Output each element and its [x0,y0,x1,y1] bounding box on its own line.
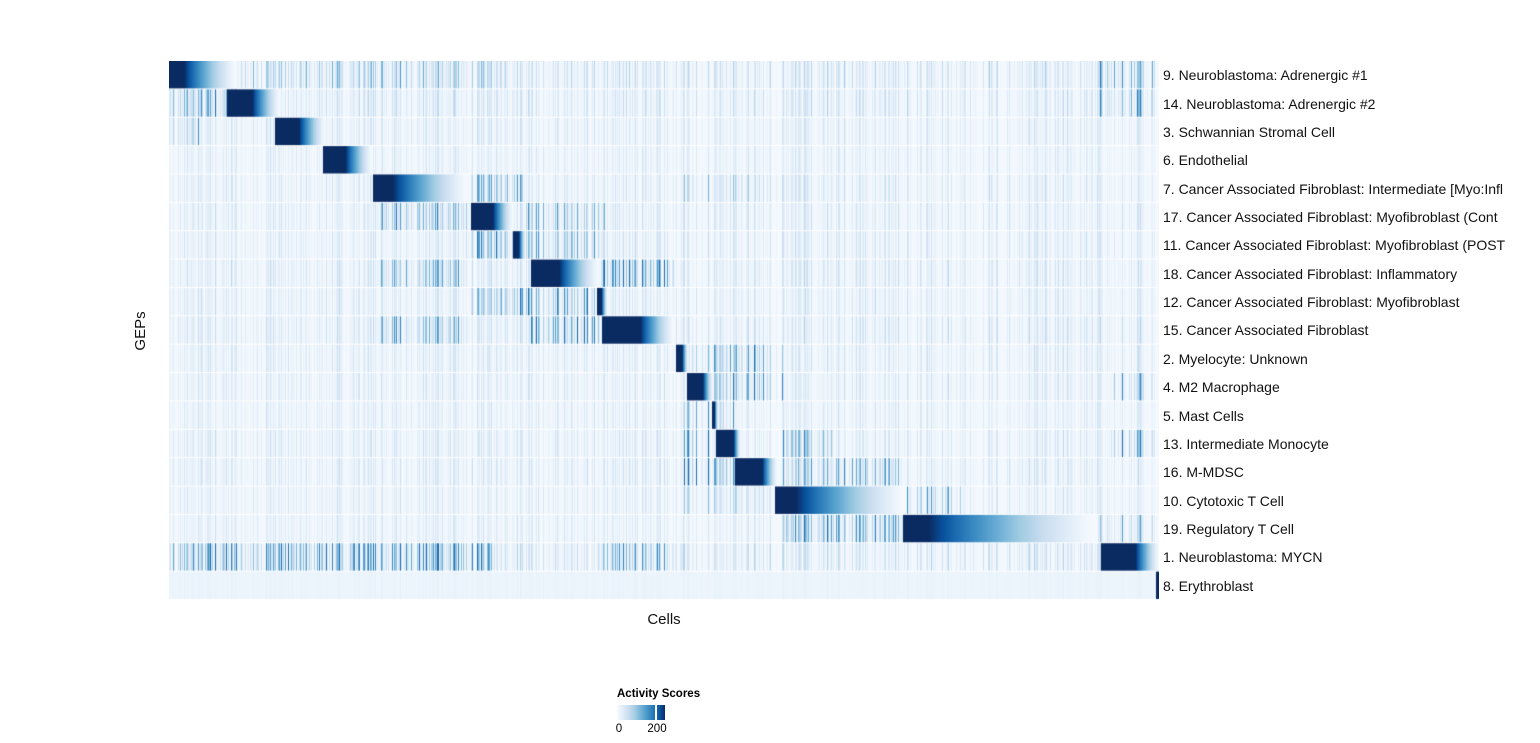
colorbar-tick-0: 0 [615,723,623,735]
gep-row-label: 2. Myelocyte: Unknown [1163,350,1308,367]
gep-row-label: 6. Endothelial [1163,152,1248,169]
x-axis-label-cells: Cells [647,611,681,628]
colorbar-tick-200: 200 [647,723,667,735]
gep-row-label: 13. Intermediate Monocyte [1163,435,1329,452]
gep-row-label: 16. M-MDSC [1163,464,1244,481]
gep-row-label: 1. Neuroblastoma: MYCN [1163,549,1323,566]
gep-row-label: 3. Schwannian Stromal Cell [1163,123,1335,140]
heatmap-canvas [169,61,1159,600]
gep-row-label: 7. Cancer Associated Fibroblast: Interme… [1163,180,1504,197]
gep-row-label: 17. Cancer Associated Fibroblast: Myofib… [1163,209,1498,225]
colorbar-title: Activity Scores [617,688,701,700]
gep-row-label: 11. Cancer Associated Fibroblast: Myofib… [1163,237,1506,254]
gep-row-label: 10. Cytotoxic T Cell [1163,492,1284,509]
gep-row-label: 4. M2 Macrophage [1163,379,1280,396]
colorbar-tick-200-mark [655,705,657,720]
gep-row-label: 15. Cancer Associated Fibroblast [1163,322,1369,339]
gep-row-label: 12. Cancer Associated Fibroblast: Myofib… [1163,294,1460,311]
gep-row-label: 19. Regulatory T Cell [1163,521,1294,538]
gep-row-label: 9. Neuroblastoma: Adrenergic #1 [1163,67,1368,84]
gep-row-label: 8. Erythroblast [1163,577,1254,594]
colorbar-legend: Activity Scores 0 200 [616,688,737,737]
gep-row-label: 14. Neuroblastoma: Adrenergic #2 [1163,95,1376,112]
gep-row-label: 5. Mast Cells [1163,407,1244,424]
colorbar-tick-labels: 0 200 [616,723,687,737]
gep-row-label: 18. Cancer Associated Fibroblast: Inflam… [1163,265,1458,282]
gep-row-labels: 9. Neuroblastoma: Adrenergic #1 14. Neuro… [1163,61,1540,600]
y-axis-label-geps: GEPs [131,311,149,351]
colorbar-gradient [617,705,665,720]
